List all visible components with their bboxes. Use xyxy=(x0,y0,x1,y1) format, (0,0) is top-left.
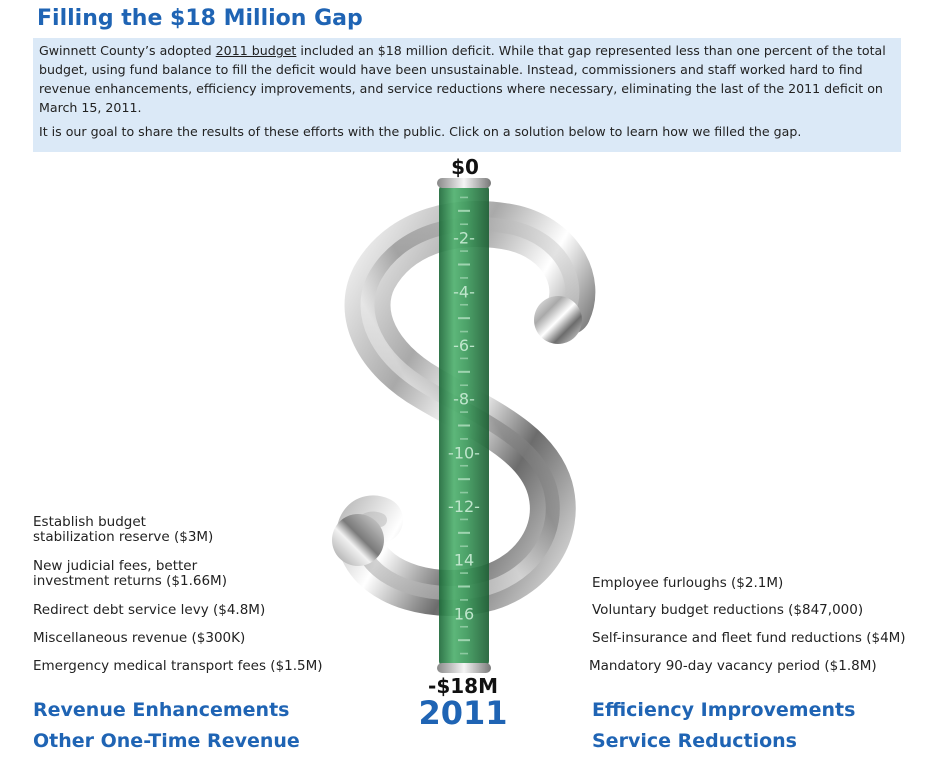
gauge-minor-tick xyxy=(460,411,468,413)
solution-label: Voluntary budget reductions ($847,000) xyxy=(592,602,864,618)
solution-label: Employee furloughs ($2.1M) xyxy=(592,575,784,591)
gauge-minor-tick xyxy=(460,250,468,252)
solution-label: Miscellaneous revenue ($300K) xyxy=(33,630,246,646)
gauge-minor-ticks xyxy=(458,196,470,655)
gauge-top-cap xyxy=(437,178,491,188)
gauge-tick-label: 14 xyxy=(454,551,474,570)
gauge-minor-tick xyxy=(460,652,468,655)
page-title: Filling the $18 Million Gap xyxy=(37,6,363,31)
gauge-minor-tick xyxy=(460,518,468,521)
gauge-tick-label: -6- xyxy=(453,336,475,355)
gauge-minor-tick xyxy=(460,464,468,467)
intro-paragraph-2: It is our goal to share the results of t… xyxy=(39,124,802,139)
gauge-minor-tick xyxy=(458,478,470,481)
gauge-minor-tick xyxy=(460,438,468,440)
category-efficiency-improvements[interactable]: Efficiency Improvements xyxy=(592,699,856,721)
gauge-minor-tick xyxy=(460,625,468,628)
solution-label-line1: Establish budget xyxy=(33,514,146,530)
solution-employee-furloughs[interactable]: Employee furloughs ($2.1M) xyxy=(592,576,783,591)
solution-judicial-fees-investment-returns[interactable]: New judicial fees, better investment ret… xyxy=(33,559,227,589)
solution-emergency-medical-transport-fees[interactable]: Emergency medical transport fees ($1.5M) xyxy=(33,659,323,674)
intro-paragraph-1: Gwinnett County’s adopted 2011 budget in… xyxy=(39,41,895,117)
solution-label-line1: New judicial fees, better xyxy=(33,558,198,574)
solution-label: Mandatory 90-day vacancy period ($1.8M) xyxy=(589,658,877,674)
solution-label-line2: stabilization reserve ($3M) xyxy=(33,529,214,545)
gauge-minor-tick xyxy=(458,424,470,427)
gauge-minor-tick xyxy=(460,599,468,601)
gauge-bottom-cap xyxy=(437,663,491,673)
gauge-minor-tick xyxy=(460,330,468,333)
gauge-minor-tick xyxy=(460,223,468,226)
gauge-tick-labels: -2- -4- -6- -8- -10- -12- 14 16 xyxy=(448,229,480,624)
gauge-tick-label: -12- xyxy=(448,497,480,516)
gauge-minor-tick xyxy=(458,317,470,320)
gauge-tick-label: -2- xyxy=(453,229,475,248)
solution-redirect-debt-service-levy[interactable]: Redirect debt service levy ($4.8M) xyxy=(33,603,265,618)
gauge-top-label: $0 xyxy=(451,155,479,179)
gauge-tick-label: -4- xyxy=(453,282,475,301)
solution-label: Self-insurance and fleet fund reductions… xyxy=(592,630,906,646)
deficit-gauge: -2- -4- -6- -8- -10- -12- 14 16 xyxy=(437,178,491,673)
gauge-tick-label: -10- xyxy=(448,443,480,462)
gauge-minor-tick xyxy=(460,196,468,199)
solution-self-insurance-fleet-fund-reductions[interactable]: Self-insurance and fleet fund reductions… xyxy=(592,631,906,646)
category-service-reductions[interactable]: Service Reductions xyxy=(592,730,797,752)
solution-mandatory-vacancy-period[interactable]: Mandatory 90-day vacancy period ($1.8M) xyxy=(589,659,877,674)
gauge-minor-tick xyxy=(458,263,470,266)
year-label: 2011 xyxy=(418,694,508,732)
gauge-minor-tick xyxy=(460,357,468,360)
intro-box: Gwinnett County’s adopted 2011 budget in… xyxy=(33,38,901,152)
gauge-bottom-label: -$18M xyxy=(428,674,498,698)
gauge-minor-tick xyxy=(458,639,470,642)
solution-label-line2: investment returns ($1.66M) xyxy=(33,573,227,589)
budget-link[interactable]: 2011 budget xyxy=(215,43,297,58)
gauge-minor-tick xyxy=(460,491,468,494)
category-revenue-enhancements[interactable]: Revenue Enhancements xyxy=(33,699,290,721)
gauge-tick-label: -8- xyxy=(453,390,475,409)
intro-text-before: Gwinnett County’s adopted xyxy=(39,43,216,58)
gauge-minor-tick xyxy=(460,545,468,548)
gauge-minor-tick xyxy=(458,209,470,212)
gauge-minor-tick xyxy=(460,384,468,387)
gauge-tick-label: 16 xyxy=(454,604,474,623)
gauge-minor-tick xyxy=(458,531,470,534)
solution-miscellaneous-revenue[interactable]: Miscellaneous revenue ($300K) xyxy=(33,631,245,646)
solution-budget-stabilization-reserve[interactable]: Establish budget stabilization reserve (… xyxy=(33,515,213,545)
gauge-minor-tick xyxy=(458,585,470,588)
solution-voluntary-budget-reductions[interactable]: Voluntary budget reductions ($847,000) xyxy=(592,603,863,618)
solution-label: Emergency medical transport fees ($1.5M) xyxy=(33,658,323,674)
intro-text-after: included an $18 million deficit. While t… xyxy=(39,43,886,115)
gauge-minor-tick xyxy=(460,303,468,306)
gauge-minor-tick xyxy=(460,572,468,574)
category-other-one-time-revenue[interactable]: Other One-Time Revenue xyxy=(33,730,300,752)
gauge-minor-tick xyxy=(458,370,470,373)
solution-label: Redirect debt service levy ($4.8M) xyxy=(33,602,266,618)
gauge-minor-tick xyxy=(460,277,468,279)
